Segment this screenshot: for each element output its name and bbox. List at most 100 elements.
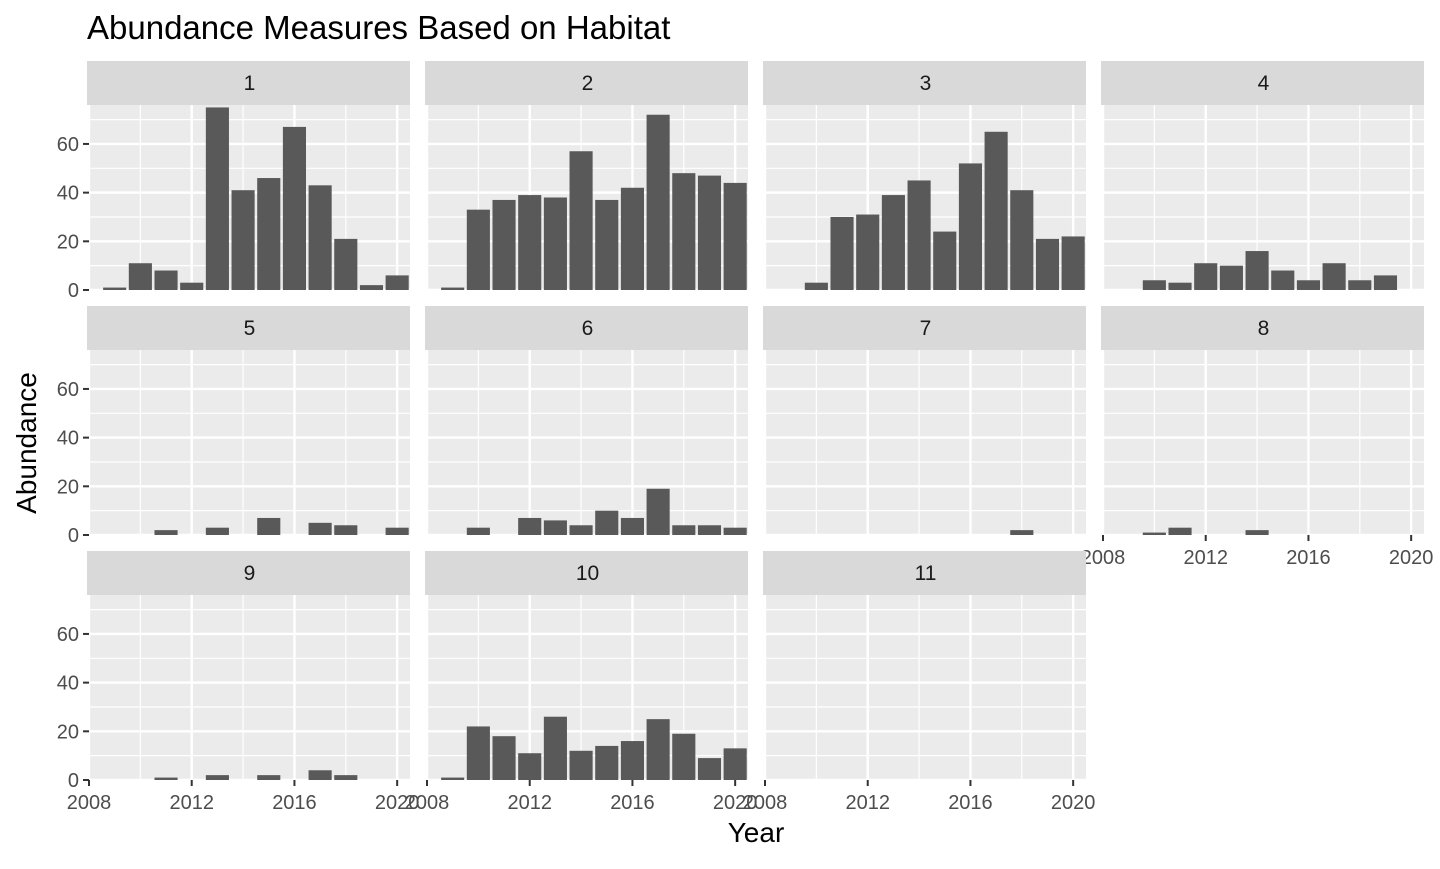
bar (205, 107, 229, 291)
bar (492, 736, 516, 780)
facet-strip (425, 551, 748, 595)
bar (620, 187, 644, 290)
bar (881, 195, 905, 290)
bar (154, 270, 178, 290)
bar (1010, 190, 1034, 290)
facet-panel-3: 3 (763, 61, 1086, 292)
facet-strip-label: 6 (582, 317, 594, 340)
bar (907, 180, 931, 290)
bar (804, 282, 828, 290)
bar (257, 517, 281, 535)
bar (1142, 532, 1166, 535)
bar (385, 275, 409, 290)
bar (984, 131, 1008, 290)
panel-background (89, 595, 410, 780)
x-tick-label: 2008 (67, 792, 112, 814)
bar (933, 231, 957, 290)
facet-panel-2: 2 (425, 61, 748, 292)
y-tick-label: 60 (57, 134, 79, 156)
x-tick-label: 2016 (1286, 547, 1331, 569)
panel-background (427, 350, 748, 535)
facet-panel-9: 9 0 20 40 60 2008 2012 2016 2020 (57, 551, 420, 814)
bar (620, 517, 644, 535)
facet-strip (87, 61, 410, 105)
bar (518, 195, 542, 290)
facet-strip-label: 3 (920, 72, 932, 95)
bar (646, 719, 670, 780)
bar (646, 114, 670, 290)
bar (569, 151, 593, 290)
bar (1061, 236, 1085, 290)
facet-strip-label: 1 (244, 72, 256, 95)
facet-strip-label: 5 (244, 317, 256, 340)
x-tick-label: 2016 (272, 792, 317, 814)
x-tick-label: 2008 (1081, 547, 1126, 569)
facet-panel-4: 4 (1101, 61, 1424, 292)
bar (1373, 275, 1398, 290)
x-tick-label: 2012 (1183, 547, 1228, 569)
bar (1194, 263, 1218, 290)
x-tick-label: 2020 (1051, 792, 1096, 814)
bar (128, 263, 152, 290)
bar (830, 216, 854, 290)
bar (1168, 527, 1192, 535)
facet-strip (87, 306, 410, 350)
y-tick-label: 0 (68, 280, 79, 302)
bar (569, 525, 593, 535)
bar (205, 775, 229, 780)
facet-strip-label: 10 (576, 562, 599, 585)
bar (723, 527, 747, 535)
bar (697, 525, 722, 535)
facet-strip (763, 306, 1086, 350)
bar (441, 777, 465, 780)
bar (595, 510, 619, 535)
bar (154, 777, 178, 780)
bar (466, 209, 490, 290)
bar (257, 178, 281, 290)
y-tick-label: 20 (57, 476, 79, 498)
chart-title: Abundance Measures Based on Habitat (87, 9, 670, 46)
bar (1168, 282, 1192, 290)
panel-background (765, 595, 1086, 780)
panel-background (765, 350, 1086, 535)
bar (1142, 280, 1166, 290)
bar (1035, 238, 1060, 290)
y-tick-label: 60 (57, 624, 79, 646)
facet-strip (425, 306, 748, 350)
facet-strip-label: 8 (1258, 317, 1270, 340)
facet-strip-label: 2 (582, 72, 594, 95)
bar (646, 488, 670, 535)
bar (334, 525, 358, 535)
bar (1322, 263, 1346, 290)
y-axis-title: Abundance (11, 372, 42, 514)
bar (257, 775, 281, 780)
bar (723, 182, 747, 290)
x-tick-label: 2012 (169, 792, 214, 814)
facet-strip-label: 7 (920, 317, 932, 340)
bar (543, 520, 567, 535)
bar (672, 525, 696, 535)
bar (282, 126, 306, 290)
bar (543, 197, 567, 290)
bar (543, 716, 567, 780)
bar (492, 199, 516, 290)
facet-strip (763, 551, 1086, 595)
bar (595, 199, 619, 290)
x-tick-label: 2020 (375, 792, 420, 814)
bar (466, 726, 490, 780)
panel-background (1103, 350, 1424, 535)
facet-panel-8: 8 2008 2012 2016 2020 (1081, 306, 1433, 569)
bar (441, 287, 465, 290)
bar (334, 238, 358, 290)
y-tick-label: 40 (57, 183, 79, 205)
x-tick-label: 2012 (845, 792, 890, 814)
facet-strip (425, 61, 748, 105)
bar (308, 770, 332, 780)
bar (518, 517, 542, 535)
bar (1245, 251, 1269, 290)
facet-strip (87, 551, 410, 595)
x-tick-label: 2008 (405, 792, 450, 814)
